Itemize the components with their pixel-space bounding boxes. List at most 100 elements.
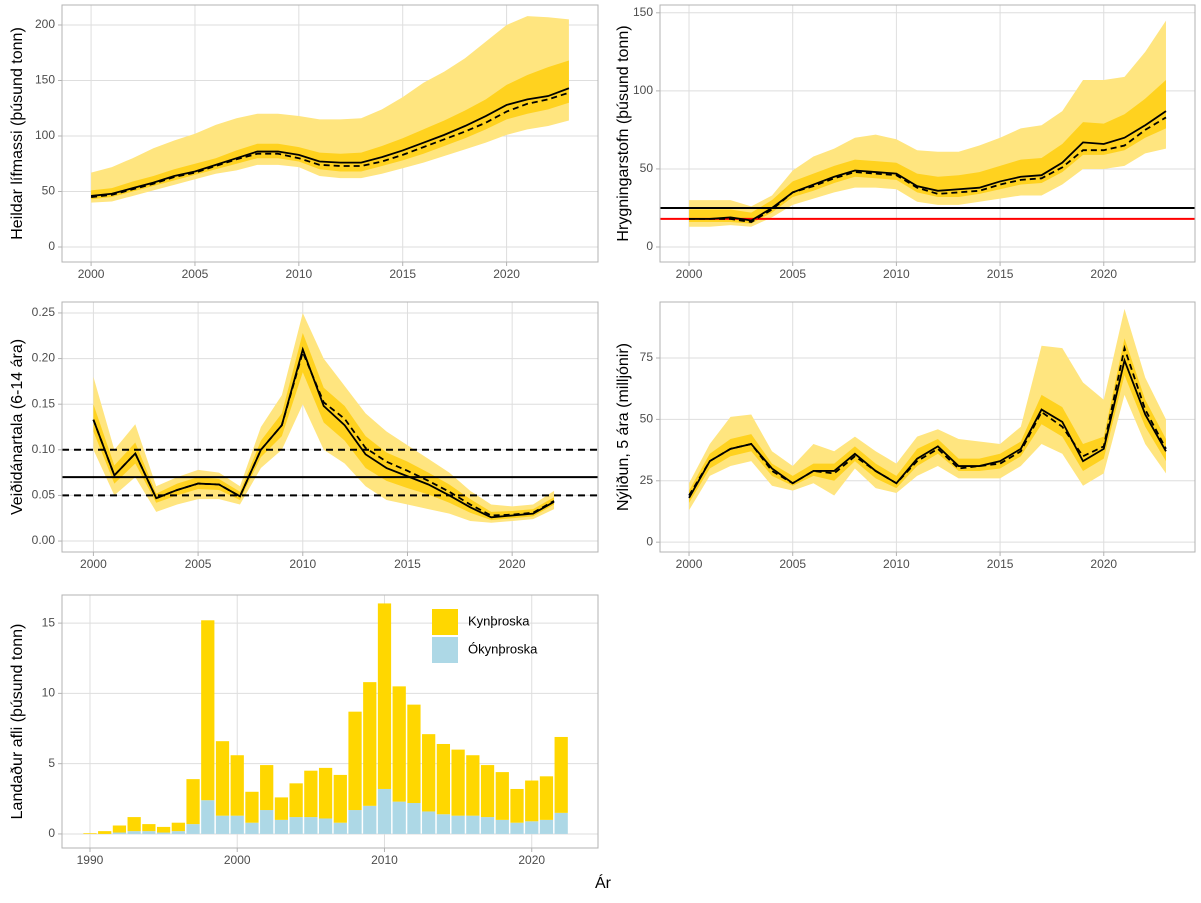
bar-segment <box>304 770 318 818</box>
panel-border <box>659 4 1196 263</box>
bar-segment <box>451 815 465 834</box>
bar-segment <box>436 814 451 834</box>
bar-segment <box>230 755 244 816</box>
y-tick-label: 100 <box>35 128 55 142</box>
bar-segment <box>392 801 406 834</box>
bar-segment <box>318 818 333 834</box>
bar-segment <box>539 776 554 820</box>
y-tick-label: 50 <box>42 184 56 198</box>
panel: 0 5 10 15 1990 2000 2010 2020 Landaður afli (þús… <box>9 594 599 867</box>
bar-segment <box>510 788 524 823</box>
y-tick-label: 100 <box>633 83 653 97</box>
bar-segment <box>436 743 451 815</box>
bar-segment <box>127 831 141 834</box>
legend-label: Kynþroska <box>468 613 530 628</box>
bar-segment <box>215 815 230 834</box>
bar-segment <box>274 819 289 834</box>
bar-segment <box>407 803 421 834</box>
bar-segment <box>156 826 171 833</box>
bar-segment <box>230 815 244 834</box>
bar-segment <box>363 682 377 806</box>
bar-segment <box>98 831 112 834</box>
bar-segment <box>392 686 406 802</box>
confidence-band <box>689 79 1166 224</box>
y-tick-label: 0.10 <box>32 442 56 456</box>
bar-segment <box>422 734 436 812</box>
bar-segment <box>112 825 127 833</box>
x-tick-label: 2010 <box>883 267 910 281</box>
bar-segment <box>333 774 347 823</box>
bar-segment <box>407 704 421 804</box>
dashed-line <box>689 116 1167 223</box>
bar-segment <box>112 832 127 834</box>
bar-segment <box>201 620 215 801</box>
bar-segment <box>289 783 303 818</box>
bar-segment <box>466 755 480 816</box>
bar-segment <box>377 603 392 789</box>
y-tick-label: 150 <box>35 73 55 87</box>
bar-segment <box>525 780 539 822</box>
panel-border <box>61 301 599 553</box>
panel: 0 50 100 150 2000 2005 2010 2015 2020 Hrygningars… <box>615 4 1196 281</box>
x-tick-label: 2005 <box>182 267 209 281</box>
confidence-band <box>91 60 569 200</box>
line <box>689 110 1167 222</box>
bar-segment <box>245 822 259 834</box>
bar-segment <box>495 819 509 834</box>
bar-segment <box>525 821 539 834</box>
x-tick-label: 2000 <box>80 557 107 571</box>
bar-segment <box>156 832 171 834</box>
bar-segment <box>289 817 303 834</box>
x-tick-label: 2015 <box>389 267 416 281</box>
x-tick-label: 2020 <box>518 853 545 867</box>
y-tick-label: 50 <box>640 412 654 426</box>
x-tick-label: 2000 <box>78 267 105 281</box>
x-tick-label: 2015 <box>987 557 1014 571</box>
bar-segment <box>171 822 185 832</box>
bar-segment <box>495 772 509 820</box>
x-tick-label: 2020 <box>499 557 526 571</box>
x-tick-label: 2010 <box>285 267 312 281</box>
bar-segment <box>201 800 215 834</box>
y-tick-label: 10 <box>42 686 56 700</box>
x-tick-label: 2010 <box>883 557 910 571</box>
x-tick-label: 2000 <box>224 853 251 867</box>
x-tick-label: 2015 <box>987 267 1014 281</box>
confidence-band <box>689 308 1166 511</box>
y-axis-title: Hrygningarstofn (þúsund tonn) <box>615 25 632 241</box>
bar-segment <box>466 815 480 834</box>
y-tick-label: 75 <box>640 350 654 364</box>
bar-segment <box>260 810 274 834</box>
y-tick-label: 0 <box>48 826 55 840</box>
y-axis-title: Landaður afli (þúsund tonn) <box>9 624 26 820</box>
panel-border <box>61 594 599 849</box>
bar-segment <box>186 779 200 825</box>
y-axis-title: Nýliðun, 5 ára (milljónir) <box>615 343 632 511</box>
x-tick-label: 2005 <box>779 557 806 571</box>
dashed-line <box>688 344 1167 496</box>
x-tick-label: 2020 <box>493 267 520 281</box>
line <box>90 87 570 197</box>
x-tick-label: 2010 <box>289 557 316 571</box>
bar-segment <box>127 817 141 832</box>
panel: 0 25 50 75 2000 2005 2010 2015 2020 Nýliðun, 5 ár… <box>615 301 1196 571</box>
panel: 0 50 100 150 200 2000 2005 2010 2015 2020 Heildar … <box>9 4 599 281</box>
y-tick-label: 0.00 <box>32 533 56 547</box>
bar-segment <box>510 822 524 834</box>
x-tick-label: 2020 <box>1090 557 1117 571</box>
bar-segment <box>348 810 362 834</box>
dashed-line <box>90 91 570 198</box>
x-tick-label: 2015 <box>394 557 421 571</box>
y-tick-label: 25 <box>640 473 654 487</box>
x-tick-label: 2020 <box>1090 267 1117 281</box>
dashed-line <box>92 349 555 517</box>
x-tick-label: 1990 <box>77 853 104 867</box>
y-tick-label: 0.25 <box>32 305 56 319</box>
bar-segment <box>83 833 97 834</box>
bar-segment <box>422 811 436 834</box>
panel-border <box>61 4 599 263</box>
bar-segment <box>480 765 495 818</box>
bar-segment <box>304 817 318 834</box>
